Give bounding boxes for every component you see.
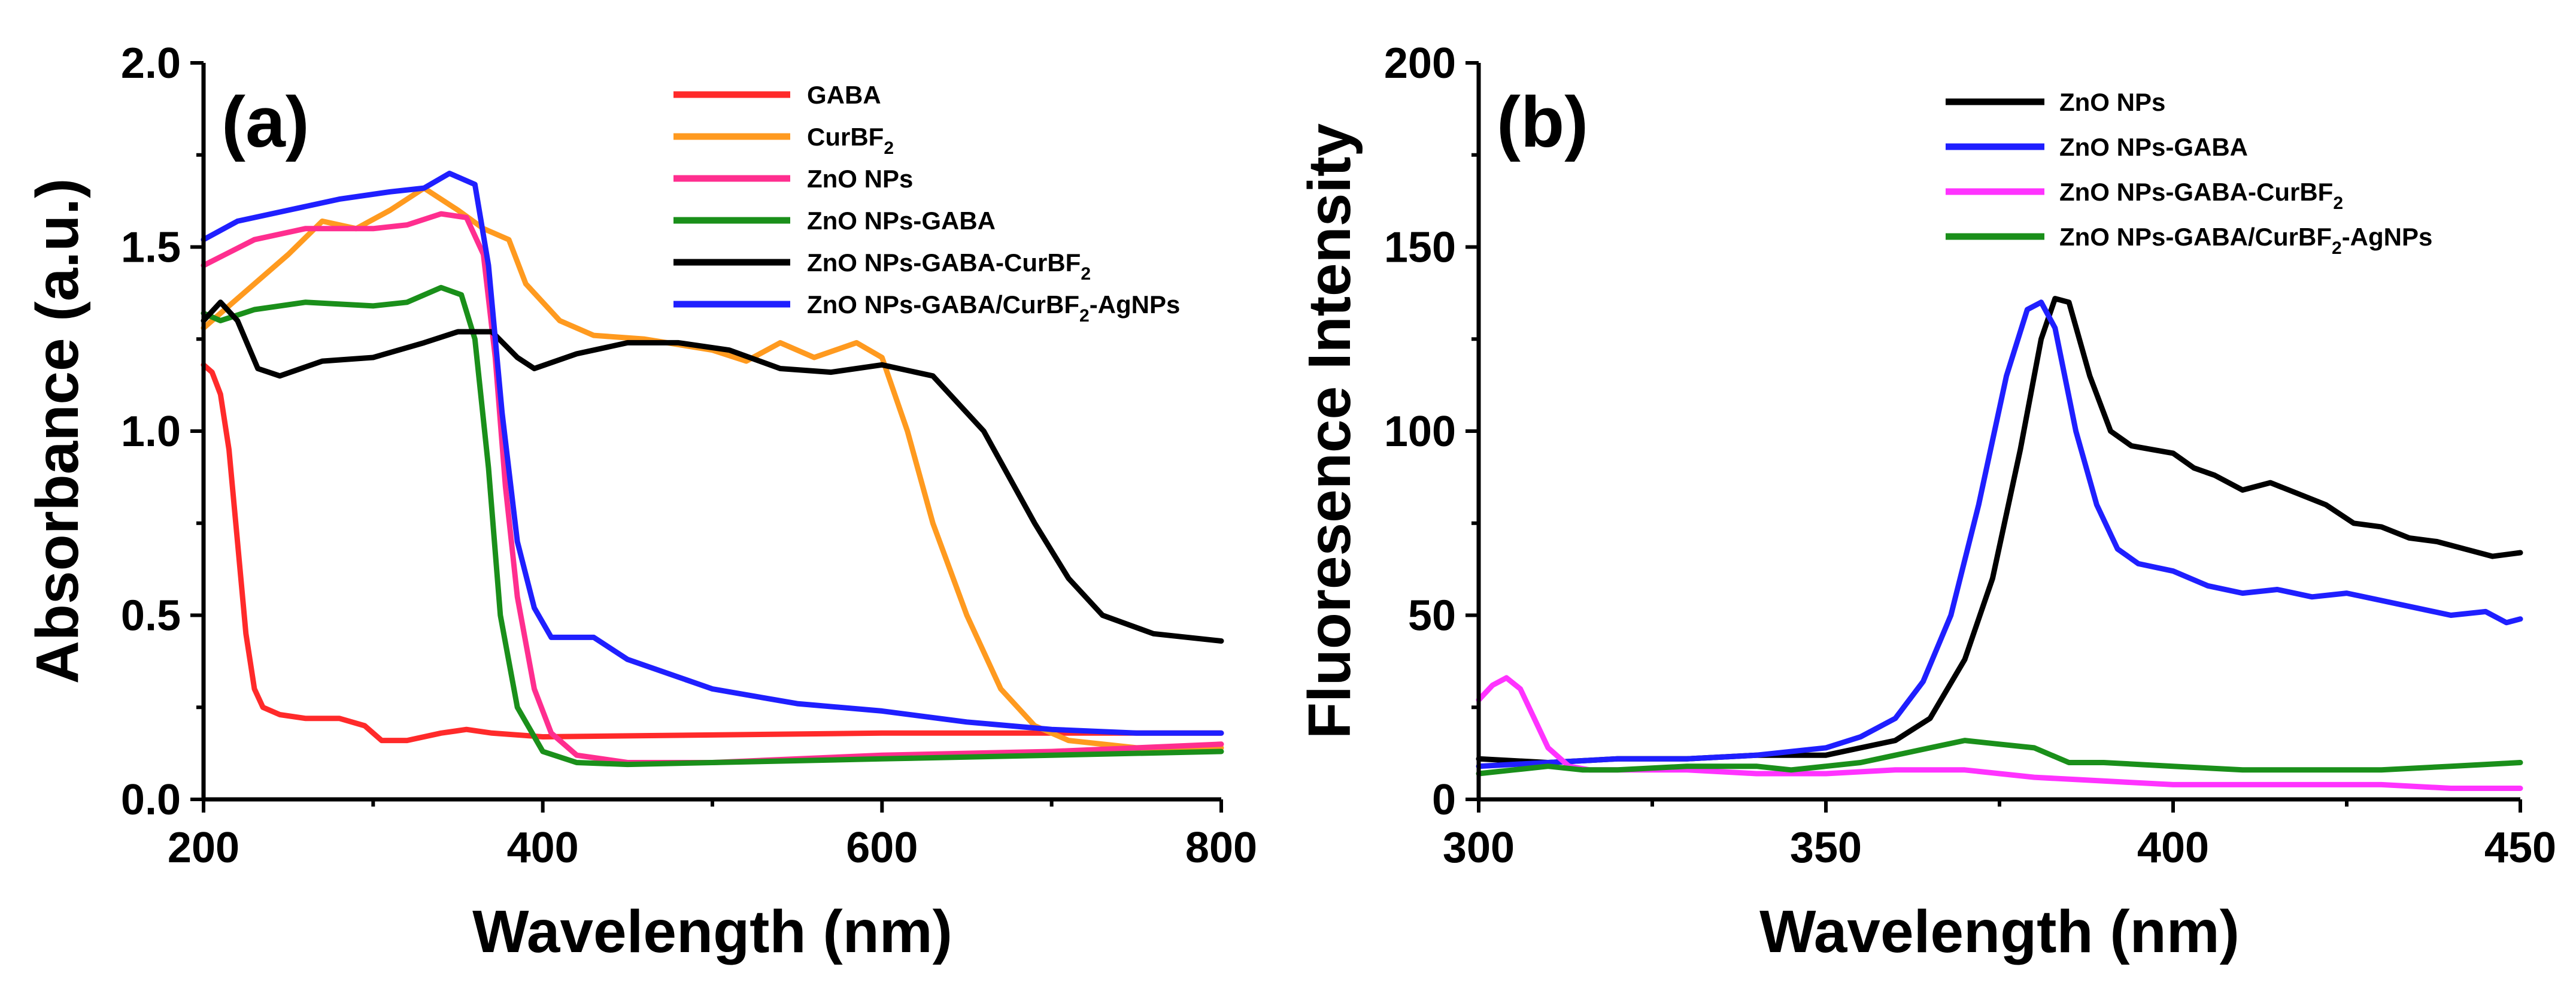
series-line-6	[201, 171, 1224, 736]
legend-label: ZnO NPs-GABA-CurBF2	[807, 248, 1091, 284]
series-line-1	[1476, 296, 2523, 765]
x-tick-label: 350	[1790, 824, 1862, 872]
legend-label: ZnO NPs-GABA	[807, 207, 996, 235]
panel-label: (a)	[222, 82, 310, 162]
series-line-3	[1476, 675, 2523, 791]
series-line-4	[201, 284, 1224, 768]
y-tick-label: 0.5	[121, 592, 181, 640]
y-tick-label: 100	[1384, 408, 1456, 456]
y-axis-title: Fluoresence Intensity	[1296, 123, 1363, 739]
x-axis-title: Wavelength (nm)	[1759, 898, 2240, 965]
legend-label: ZnO NPs-GABA/CurBF2-AgNPs	[2059, 223, 2432, 258]
x-tick-label: 800	[1185, 824, 1257, 872]
series-line-1	[201, 362, 1224, 744]
x-tick-label: 300	[1443, 824, 1515, 872]
panel-label: (b)	[1497, 82, 1588, 162]
series-line-5	[201, 299, 1224, 644]
x-axis-title: Wavelength (nm)	[472, 898, 952, 965]
y-tick-label: 0.0	[121, 776, 181, 824]
y-tick-label: 150	[1384, 224, 1456, 272]
y-tick-label: 1.0	[121, 408, 181, 456]
legend-label: ZnO NPs	[2059, 88, 2165, 116]
series-line-4	[1476, 738, 2523, 777]
x-tick-label: 200	[168, 824, 239, 872]
legend-label-main: ZnO NPs-GABA	[2059, 133, 2248, 161]
y-axis-title: Absorbance (a.u.)	[24, 178, 91, 684]
y-tick-label: 2.0	[121, 40, 181, 87]
legend-label: ZnO NPs-GABA	[2059, 133, 2248, 161]
legend-label-main: ZnO NPs-GABA-CurBF	[807, 248, 1081, 277]
x-tick-label: 600	[846, 824, 918, 872]
legend-label-main: ZnO NPs-GABA/CurBF	[2059, 223, 2332, 251]
y-tick-label: 50	[1408, 592, 1456, 640]
legend-label: GABA	[807, 81, 881, 109]
legend-label-main: ZnO NPs-GABA-CurBF	[2059, 178, 2333, 206]
legend-label-main: ZnO NPs	[2059, 88, 2165, 116]
legend-label-main: ZnO NPs-GABA/CurBF	[807, 290, 1079, 319]
legend-label-main: CurBF	[807, 123, 884, 151]
x-tick-label: 400	[507, 824, 579, 872]
legend-label-subscript: 2	[1079, 306, 1090, 326]
series-line-2	[1476, 299, 2523, 769]
legend-label-subscript: 2	[2332, 238, 2342, 258]
legend-label: ZnO NPs	[807, 165, 913, 193]
legend-label-tail: -AgNPs	[2342, 223, 2433, 251]
legend-label-subscript: 2	[884, 138, 894, 158]
legend-label: ZnO NPs-GABA-CurBF2	[2059, 178, 2343, 213]
panel-b-fluorescence-chart: 300 350 400 450 0 50 100 150 200 Wavelength (nm) F…	[1296, 40, 2556, 965]
legend-label-main: ZnO NPs	[807, 165, 913, 193]
y-tick-label: 0	[1432, 776, 1456, 824]
panel-a-absorbance-chart: 200 400 600 800 0.0 0.5 1.0 1.5 2.0 Wavelength (n…	[24, 40, 1257, 965]
x-tick-label: 400	[2137, 824, 2209, 872]
legend-label-main: ZnO NPs-GABA	[807, 207, 996, 235]
legend-label-subscript: 2	[2333, 193, 2343, 213]
legend-label: ZnO NPs-GABA/CurBF2-AgNPs	[807, 290, 1180, 326]
legend-label-tail: -AgNPs	[1090, 290, 1181, 319]
y-tick-label: 1.5	[121, 224, 181, 272]
x-tick-label: 450	[2484, 824, 2556, 872]
legend-label-main: GABA	[807, 81, 881, 109]
legend-label-subscript: 2	[1081, 264, 1091, 284]
legend-label: CurBF2	[807, 123, 894, 158]
y-tick-label: 200	[1384, 40, 1456, 87]
